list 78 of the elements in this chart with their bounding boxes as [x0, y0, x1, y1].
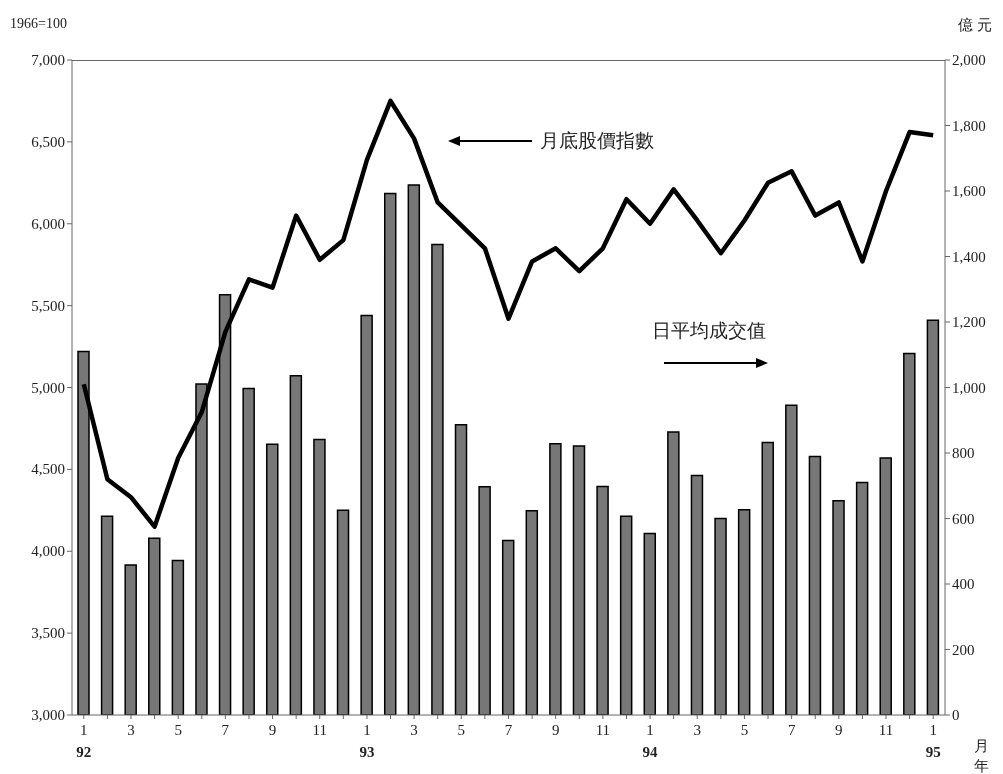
bar [808, 455, 822, 715]
bar [454, 424, 468, 715]
x-tick-label: 1 92 [76, 722, 92, 760]
x-tick-label: 1 94 [642, 722, 659, 760]
y-tick-label: 5,500 [31, 297, 65, 314]
bar [100, 515, 114, 715]
x-tick-label: 11 [878, 722, 894, 738]
x-tick-label: 11 [312, 722, 327, 738]
bar [336, 509, 350, 715]
x-tick-label: 7 [504, 722, 513, 738]
x-tick-label: 5 [174, 722, 182, 738]
x-tick-label: 1 95 [925, 722, 941, 760]
bar [690, 474, 704, 715]
y2-tick-label: 2,000 [952, 52, 986, 68]
bar [879, 457, 892, 715]
bar [171, 559, 185, 715]
annotation: 日平均成交值 [652, 319, 766, 343]
y2-axis-title: 億 元 [958, 16, 992, 35]
bar [431, 243, 444, 715]
bar [596, 485, 609, 715]
x-tick-label: 3 [127, 722, 135, 738]
bar [619, 515, 633, 715]
annotation: 月底股價指數 [540, 129, 654, 153]
bar [242, 387, 255, 715]
bar [903, 352, 916, 715]
bar [407, 184, 421, 715]
bar [761, 441, 774, 715]
bar [785, 404, 798, 715]
x-tick-label: 1 93 [359, 722, 375, 760]
y2-tick-label: 600 [952, 510, 975, 527]
y2-tick-label: 200 [952, 641, 975, 658]
bar [266, 443, 279, 715]
y-tick-label: 5,000 [31, 379, 65, 396]
x-tick-label: 7 [221, 722, 230, 738]
x-tick-label: 11 [595, 722, 611, 738]
bar [737, 508, 751, 715]
y2-tick-label: 1,800 [952, 117, 986, 134]
x-tick-label: 9 [268, 722, 277, 738]
bar [926, 319, 940, 715]
bar [478, 485, 491, 715]
bar [148, 537, 161, 715]
bar [643, 532, 657, 715]
y2-tick-label: 1,600 [952, 183, 986, 199]
y2-tick-label: 400 [952, 576, 975, 592]
bar [289, 374, 303, 715]
y2-tick-label: 1,000 [952, 379, 986, 396]
y-tick-label: 3,500 [31, 625, 65, 642]
y-tick-label: 6,500 [31, 133, 65, 150]
bar [832, 500, 845, 715]
x-tick-label: 9 [551, 722, 560, 738]
bar [525, 509, 539, 715]
y2-tick-label: 1,400 [952, 248, 986, 265]
bar [855, 481, 869, 715]
x-tick-label: 9 [835, 722, 843, 738]
bar [714, 517, 727, 715]
y-tick-label: 4,500 [31, 461, 65, 478]
bar [124, 564, 137, 715]
y-tick-label: 7,000 [31, 52, 65, 68]
bar [572, 445, 586, 715]
x-tick-label: 7 [787, 722, 796, 738]
bar [313, 438, 326, 715]
y2-tick-label: 800 [952, 445, 975, 461]
x-tick-label: 5 [457, 722, 466, 738]
y2-tick-label: 0 [952, 707, 960, 723]
y-tick-label: 4,000 [31, 543, 65, 560]
bar [667, 431, 680, 715]
bar [549, 443, 562, 715]
x-tick-label: 3 [693, 722, 702, 738]
y2-tick-label: 1,200 [952, 314, 986, 330]
x-tick-label: 3 [410, 722, 418, 738]
bar [383, 192, 397, 715]
bar [501, 539, 515, 715]
x-axis-title: 月年 [974, 737, 989, 774]
y-tick-label: 6,000 [31, 215, 65, 232]
x-tick-label: 5 [740, 722, 749, 738]
y-axis-title: 1966=100 [10, 16, 67, 32]
y-tick-label: 3,000 [31, 707, 65, 723]
bar [360, 314, 373, 715]
